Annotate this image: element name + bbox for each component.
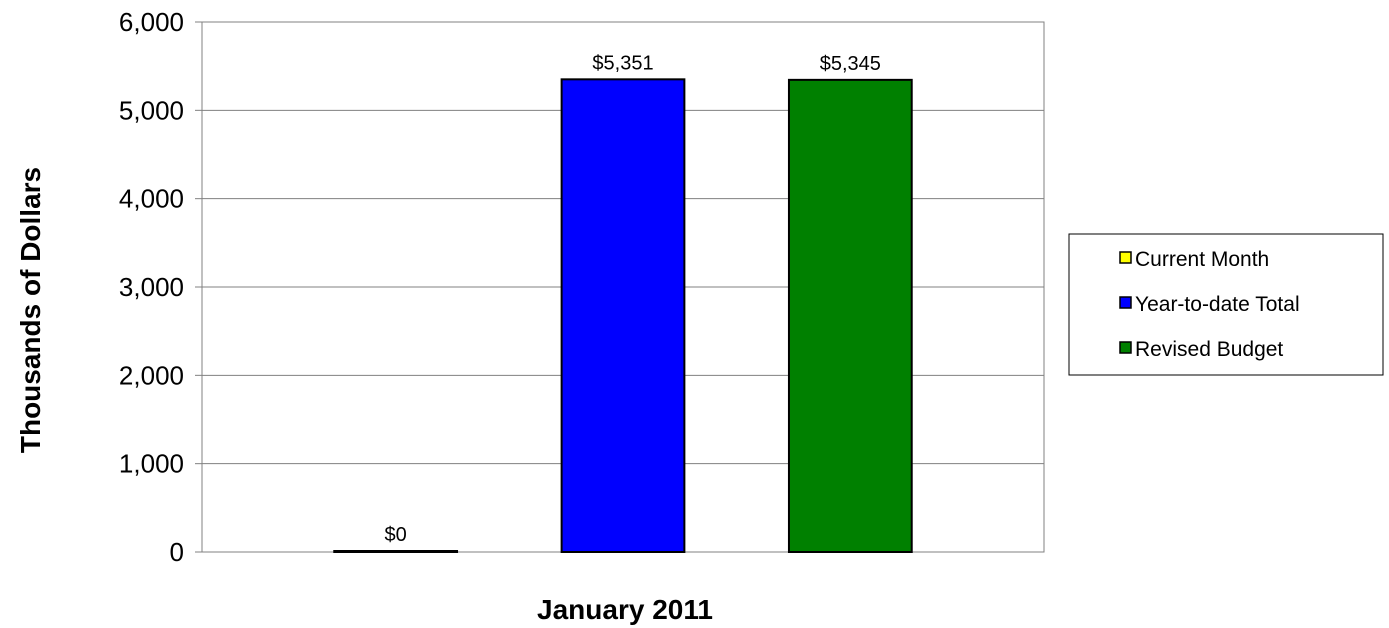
legend-label: Year-to-date Total	[1135, 293, 1300, 316]
y-tick-label: 6,000	[119, 7, 184, 37]
legend-swatch	[1119, 296, 1132, 309]
legend: Current Month Year-to-date Total Revised B…	[1068, 233, 1384, 376]
y-tick-label: 2,000	[119, 360, 184, 390]
legend-label: Current Month	[1135, 248, 1269, 271]
legend-swatch	[1119, 341, 1132, 354]
x-axis-title: January 2011	[537, 594, 713, 625]
y-tick-label: 0	[170, 537, 184, 567]
y-tick-label: 5,000	[119, 95, 184, 125]
y-tick-label: 4,000	[119, 184, 184, 214]
bar	[560, 78, 686, 553]
y-axis-title: Thousands of Dollars	[15, 167, 46, 453]
data-labels: $0 $5,351 $5,345	[385, 52, 881, 546]
data-label: $5,345	[820, 53, 881, 75]
bar	[333, 550, 459, 553]
legend-items: Current Month Year-to-date Total Revised B…	[1119, 248, 1300, 361]
legend-label: Revised Budget	[1135, 338, 1283, 361]
data-label: $5,351	[592, 52, 653, 74]
bars	[333, 78, 913, 553]
y-tick-label: 3,000	[119, 272, 184, 302]
bar	[787, 78, 913, 553]
data-label: $0	[385, 524, 407, 546]
y-axis: 0 1,000 2,000 3,000 4,000 5,000 6,000	[119, 7, 203, 567]
legend-swatch	[1119, 251, 1132, 264]
y-tick-label: 1,000	[119, 449, 184, 479]
